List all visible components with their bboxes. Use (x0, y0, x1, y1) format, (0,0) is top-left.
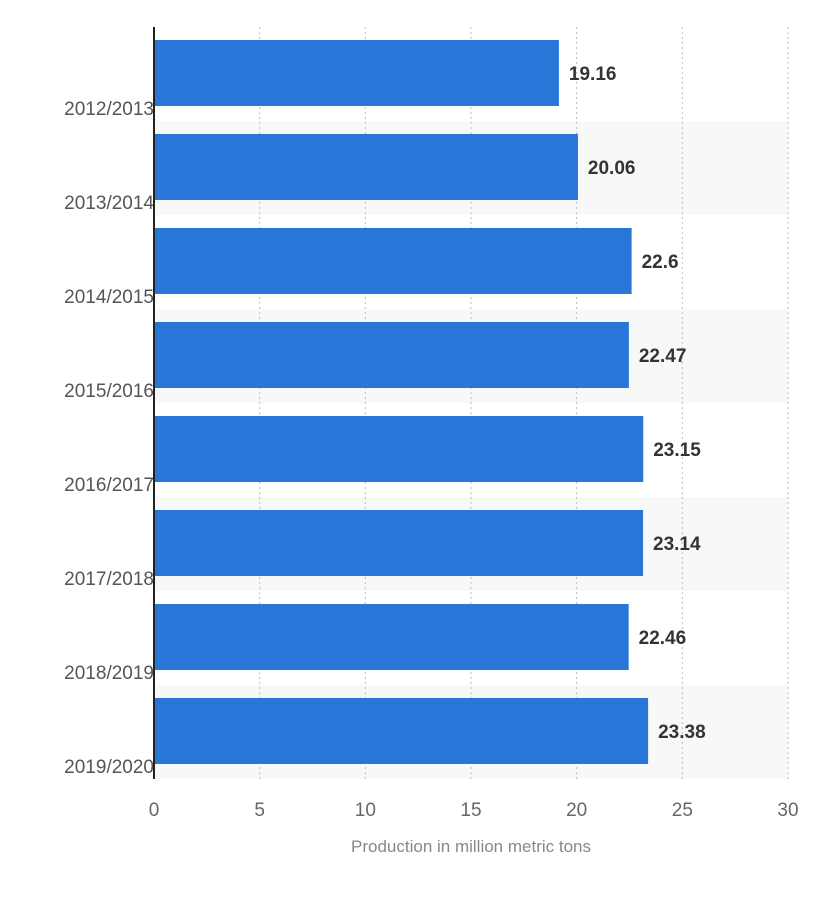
bar (154, 40, 559, 106)
data-label: 20.06 (588, 158, 636, 179)
bar (154, 134, 578, 200)
category-label: 2019/2020 (64, 757, 154, 778)
data-label: 23.14 (653, 534, 701, 555)
data-label: 23.15 (653, 440, 701, 461)
data-label: 23.38 (658, 722, 706, 743)
x-tick-label: 10 (355, 800, 376, 821)
data-label: 19.16 (569, 64, 617, 85)
bars (154, 40, 649, 764)
data-label: 22.47 (639, 346, 687, 367)
category-label: 2012/2013 (64, 99, 154, 120)
x-tick-label: 0 (149, 800, 160, 821)
x-tick-label: 25 (672, 800, 693, 821)
x-tick-label: 15 (460, 800, 481, 821)
bar (154, 322, 629, 388)
category-labels: 2012/2013 2013/2014 2014/2015 2015/2016 2016… (64, 99, 154, 778)
bar (154, 510, 644, 576)
x-tick-label: 30 (777, 800, 798, 821)
category-label: 2015/2016 (64, 381, 154, 402)
bar (154, 416, 644, 482)
category-label: 2017/2018 (64, 569, 154, 590)
x-tick-label: 5 (254, 800, 265, 821)
data-labels: 19.16 20.06 22.6 22.47 23.15 23.14 22.46 23.38 (569, 64, 706, 743)
x-tick-label: 20 (566, 800, 587, 821)
category-label: 2018/2019 (64, 663, 154, 684)
x-tick-labels: 0 5 10 15 20 25 30 (149, 800, 799, 821)
data-label: 22.6 (642, 252, 679, 273)
bar (154, 604, 629, 670)
category-label: 2013/2014 (64, 193, 154, 214)
data-label: 22.46 (639, 628, 687, 649)
x-axis-title: Production in million metric tons (351, 837, 591, 856)
bar (154, 698, 649, 764)
category-label: 2014/2015 (64, 287, 154, 308)
bar (154, 228, 632, 294)
category-label: 2016/2017 (64, 475, 154, 496)
